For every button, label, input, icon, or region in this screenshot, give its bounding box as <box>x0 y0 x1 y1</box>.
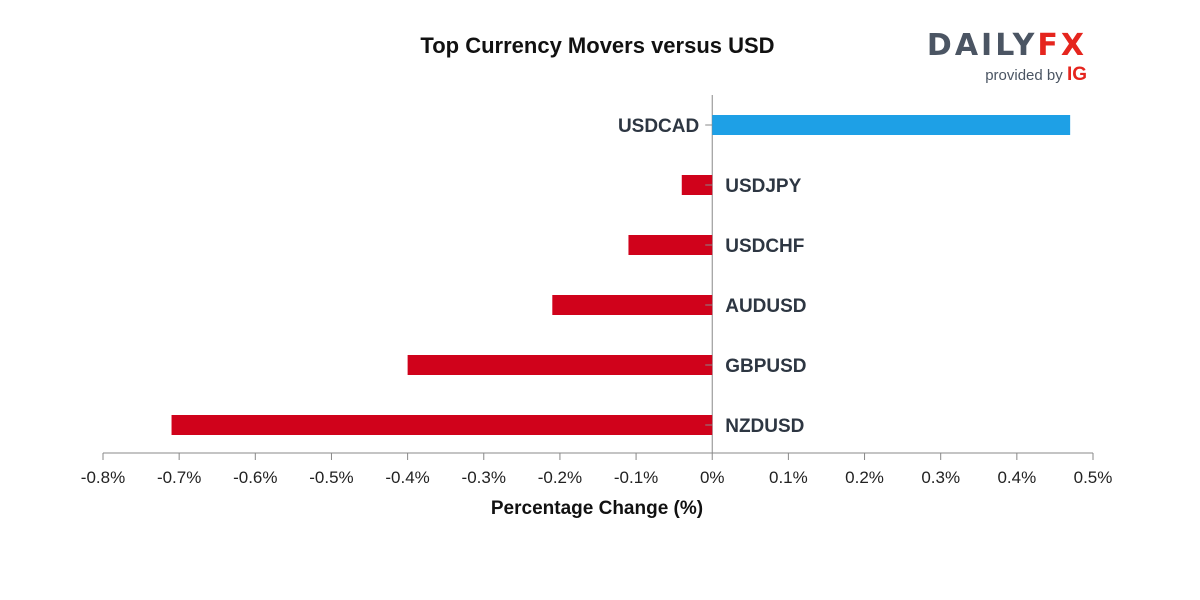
bar <box>712 115 1071 135</box>
x-tick-label: -0.6% <box>233 468 277 487</box>
x-tick-label: -0.5% <box>309 468 353 487</box>
category-label: USDJPY <box>725 176 801 197</box>
logo-wordmark: DAILYFX <box>926 28 1087 63</box>
dailyfx-logo: DAILYFX provided by IG <box>925 30 1093 86</box>
category-label: USDCHF <box>725 236 804 257</box>
bar <box>407 355 713 375</box>
x-tick-label: 0.3% <box>921 468 960 487</box>
x-tick-label: -0.4% <box>385 468 429 487</box>
bar <box>628 235 713 255</box>
x-tick-label: -0.1% <box>614 468 658 487</box>
x-tick-label: -0.8% <box>81 468 125 487</box>
x-tick-label: 0% <box>700 468 725 487</box>
x-tick-label: 0.4% <box>997 468 1036 487</box>
x-tick-label: -0.7% <box>157 468 201 487</box>
x-tick-label: 0.5% <box>1074 468 1113 487</box>
x-tick-label: 0.2% <box>845 468 884 487</box>
x-tick-label: -0.3% <box>462 468 506 487</box>
x-tick-label: 0.1% <box>769 468 808 487</box>
category-label: NZDUSD <box>725 416 804 437</box>
x-tick-label: -0.2% <box>538 468 582 487</box>
category-label: USDCAD <box>618 116 699 137</box>
category-label: GBPUSD <box>725 356 806 377</box>
logo-provided-by: provided by IG <box>985 64 1087 85</box>
category-label: AUDUSD <box>725 296 806 317</box>
chart-title: Top Currency Movers versus USD <box>420 33 775 58</box>
bar <box>171 415 713 435</box>
x-axis-title: Percentage Change (%) <box>491 498 703 519</box>
bar <box>552 295 713 315</box>
bar <box>681 175 713 195</box>
